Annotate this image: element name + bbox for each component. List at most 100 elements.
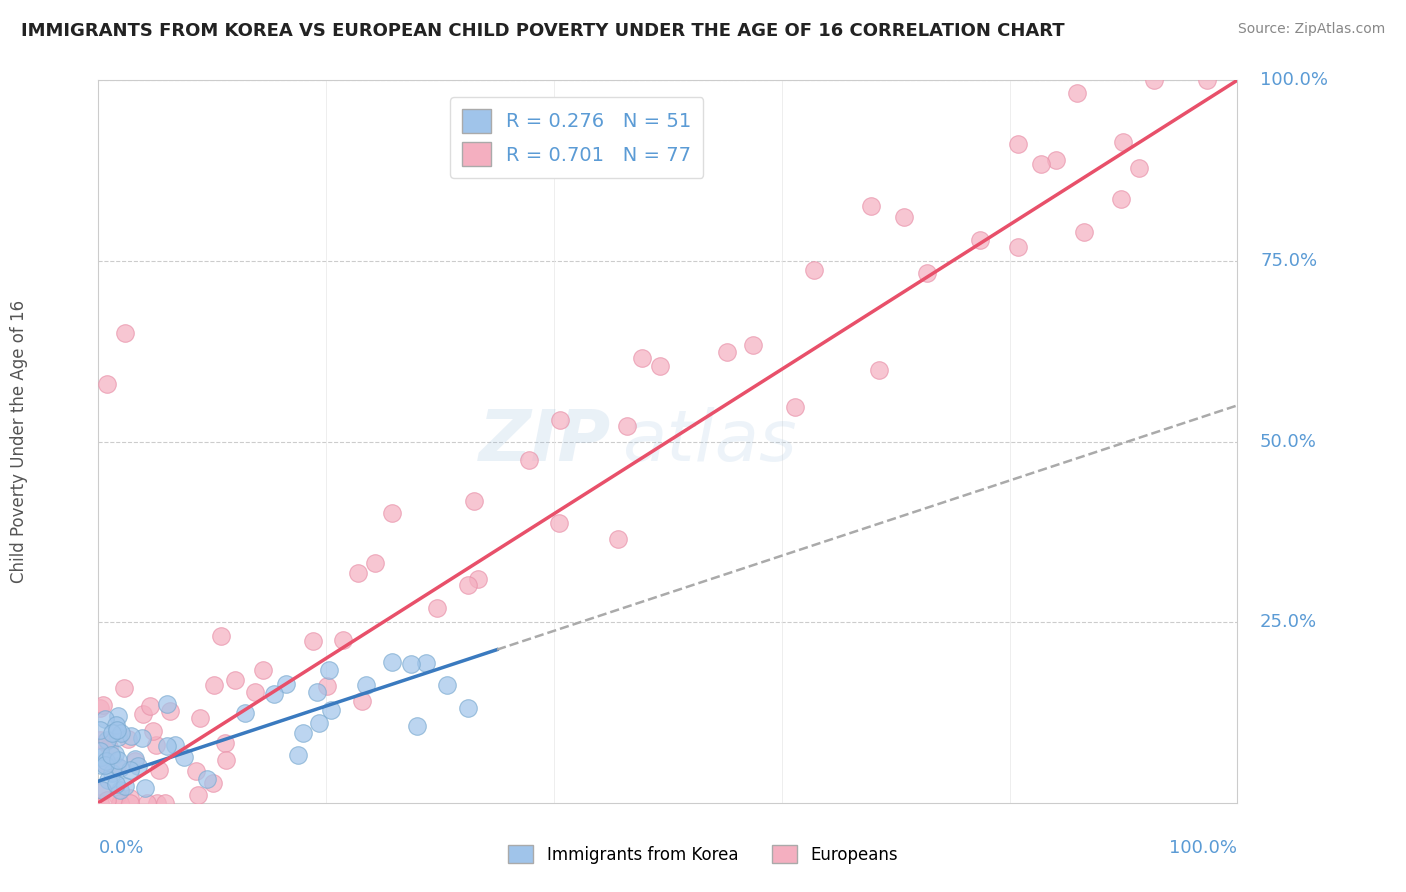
Point (156, 739, 179, 753)
Point (214, 736, 236, 750)
Point (97, 773, 120, 788)
Point (120, 796, 142, 810)
Point (107, 759, 129, 773)
Point (319, 703, 342, 717)
Point (1029, 156, 1052, 170)
Text: 50.0%: 50.0% (1260, 433, 1317, 450)
Point (215, 753, 238, 767)
Point (89, 744, 111, 758)
Point (305, 685, 328, 699)
Point (209, 629, 232, 643)
Point (1128, 161, 1150, 175)
Point (118, 763, 141, 777)
Point (1112, 136, 1135, 150)
Point (94, 756, 117, 771)
Point (347, 566, 370, 580)
Point (94, 758, 117, 772)
Point (94, 735, 117, 749)
Point (287, 747, 309, 762)
Point (195, 772, 218, 786)
Point (131, 731, 153, 746)
Point (332, 632, 354, 647)
Point (742, 338, 765, 352)
Point (90, 758, 112, 772)
Point (381, 506, 404, 520)
Point (1195, 73, 1218, 87)
Point (202, 678, 225, 692)
Point (1007, 240, 1029, 254)
Point (91, 698, 114, 713)
Point (91, 783, 114, 797)
Point (142, 724, 165, 739)
Text: IMMIGRANTS FROM KOREA VS EUROPEAN CHILD POVERTY UNDER THE AGE OF 16 CORRELATION : IMMIGRANTS FROM KOREA VS EUROPEAN CHILD … (21, 22, 1064, 40)
Point (173, 750, 195, 764)
Point (96, 376, 118, 391)
Text: Child Poverty Under the Age of 16: Child Poverty Under the Age of 16 (10, 300, 28, 583)
Point (860, 199, 883, 213)
Point (292, 726, 315, 740)
Point (163, 738, 186, 752)
Point (100, 725, 122, 739)
Point (132, 706, 155, 721)
Point (100, 747, 122, 762)
Point (91, 783, 114, 797)
Point (105, 723, 128, 737)
Point (274, 677, 297, 691)
Point (350, 694, 373, 708)
Point (1066, 86, 1088, 100)
Point (893, 210, 915, 224)
Point (463, 493, 485, 508)
Point (406, 719, 429, 733)
Point (108, 761, 131, 775)
Point (399, 657, 422, 672)
Point (233, 706, 256, 720)
Point (112, 681, 135, 695)
Point (243, 685, 266, 699)
Point (105, 788, 128, 802)
Point (89, 796, 111, 810)
Point (110, 726, 132, 740)
Point (316, 679, 339, 693)
Point (969, 233, 991, 247)
Point (114, 779, 136, 793)
Text: atlas: atlas (623, 407, 797, 476)
Point (156, 697, 179, 711)
Point (94, 754, 117, 768)
Point (783, 400, 806, 414)
Point (124, 752, 146, 766)
Point (318, 663, 340, 677)
Point (148, 763, 170, 777)
Point (190, 711, 212, 725)
Point (607, 532, 630, 546)
Point (354, 678, 377, 692)
Point (127, 759, 149, 773)
Point (114, 326, 136, 341)
Point (108, 796, 131, 810)
Point (467, 572, 489, 586)
Point (117, 732, 139, 747)
Point (105, 777, 128, 791)
Text: 0.0%: 0.0% (98, 838, 143, 857)
Point (308, 715, 330, 730)
Point (89, 732, 111, 747)
Point (145, 738, 167, 752)
Text: ZIP: ZIP (478, 407, 612, 476)
Point (136, 796, 159, 810)
Point (139, 699, 162, 714)
Point (426, 600, 449, 615)
Text: 25.0%: 25.0% (1260, 613, 1317, 632)
Point (107, 730, 129, 744)
Point (868, 362, 890, 376)
Point (89, 701, 111, 715)
Point (548, 516, 571, 531)
Point (146, 796, 169, 810)
Point (263, 687, 285, 701)
Point (159, 704, 181, 718)
Point (134, 780, 156, 795)
Legend: Immigrants from Korea, Europeans: Immigrants from Korea, Europeans (502, 838, 904, 871)
Point (364, 556, 387, 570)
Point (517, 453, 540, 467)
Point (1073, 225, 1095, 239)
Point (616, 418, 638, 433)
Point (124, 754, 146, 768)
